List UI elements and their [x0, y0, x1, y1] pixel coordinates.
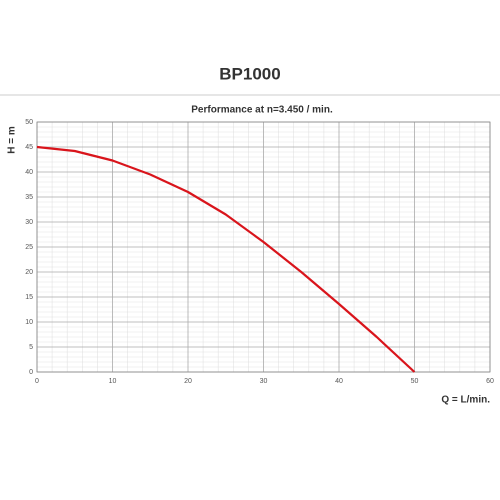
plot-border [36, 121, 491, 373]
y-tick-label: 35 [25, 194, 33, 201]
y-tick-label: 30 [25, 219, 33, 226]
chart-subtitle: Performance at n=3.450 / min. [191, 105, 333, 116]
x-axis-label: Q = L/min. [441, 395, 490, 406]
x-tick-label: 0 [35, 378, 39, 385]
y-tick-label: 45 [25, 144, 33, 151]
x-tick-label: 10 [109, 378, 117, 385]
y-tick-label: 40 [25, 169, 33, 176]
y-tick-label: 25 [25, 244, 33, 251]
x-tick-label: 60 [486, 378, 494, 385]
y-tick-label: 0 [29, 369, 33, 376]
y-tick-label: 10 [25, 319, 33, 326]
x-tick-label: 20 [184, 378, 192, 385]
y-tick-label: 20 [25, 269, 33, 276]
data-line [36, 145, 416, 373]
chart-title: BP1000 [219, 64, 280, 83]
y-tick-label: 50 [25, 119, 33, 126]
y-axis-label: H = m [7, 126, 18, 154]
x-tick-label: 30 [260, 378, 268, 385]
x-tick-label: 50 [411, 378, 419, 385]
x-tick-label: 40 [335, 378, 343, 385]
y-tick-label: 15 [25, 294, 33, 301]
y-tick-label: 5 [29, 344, 33, 351]
